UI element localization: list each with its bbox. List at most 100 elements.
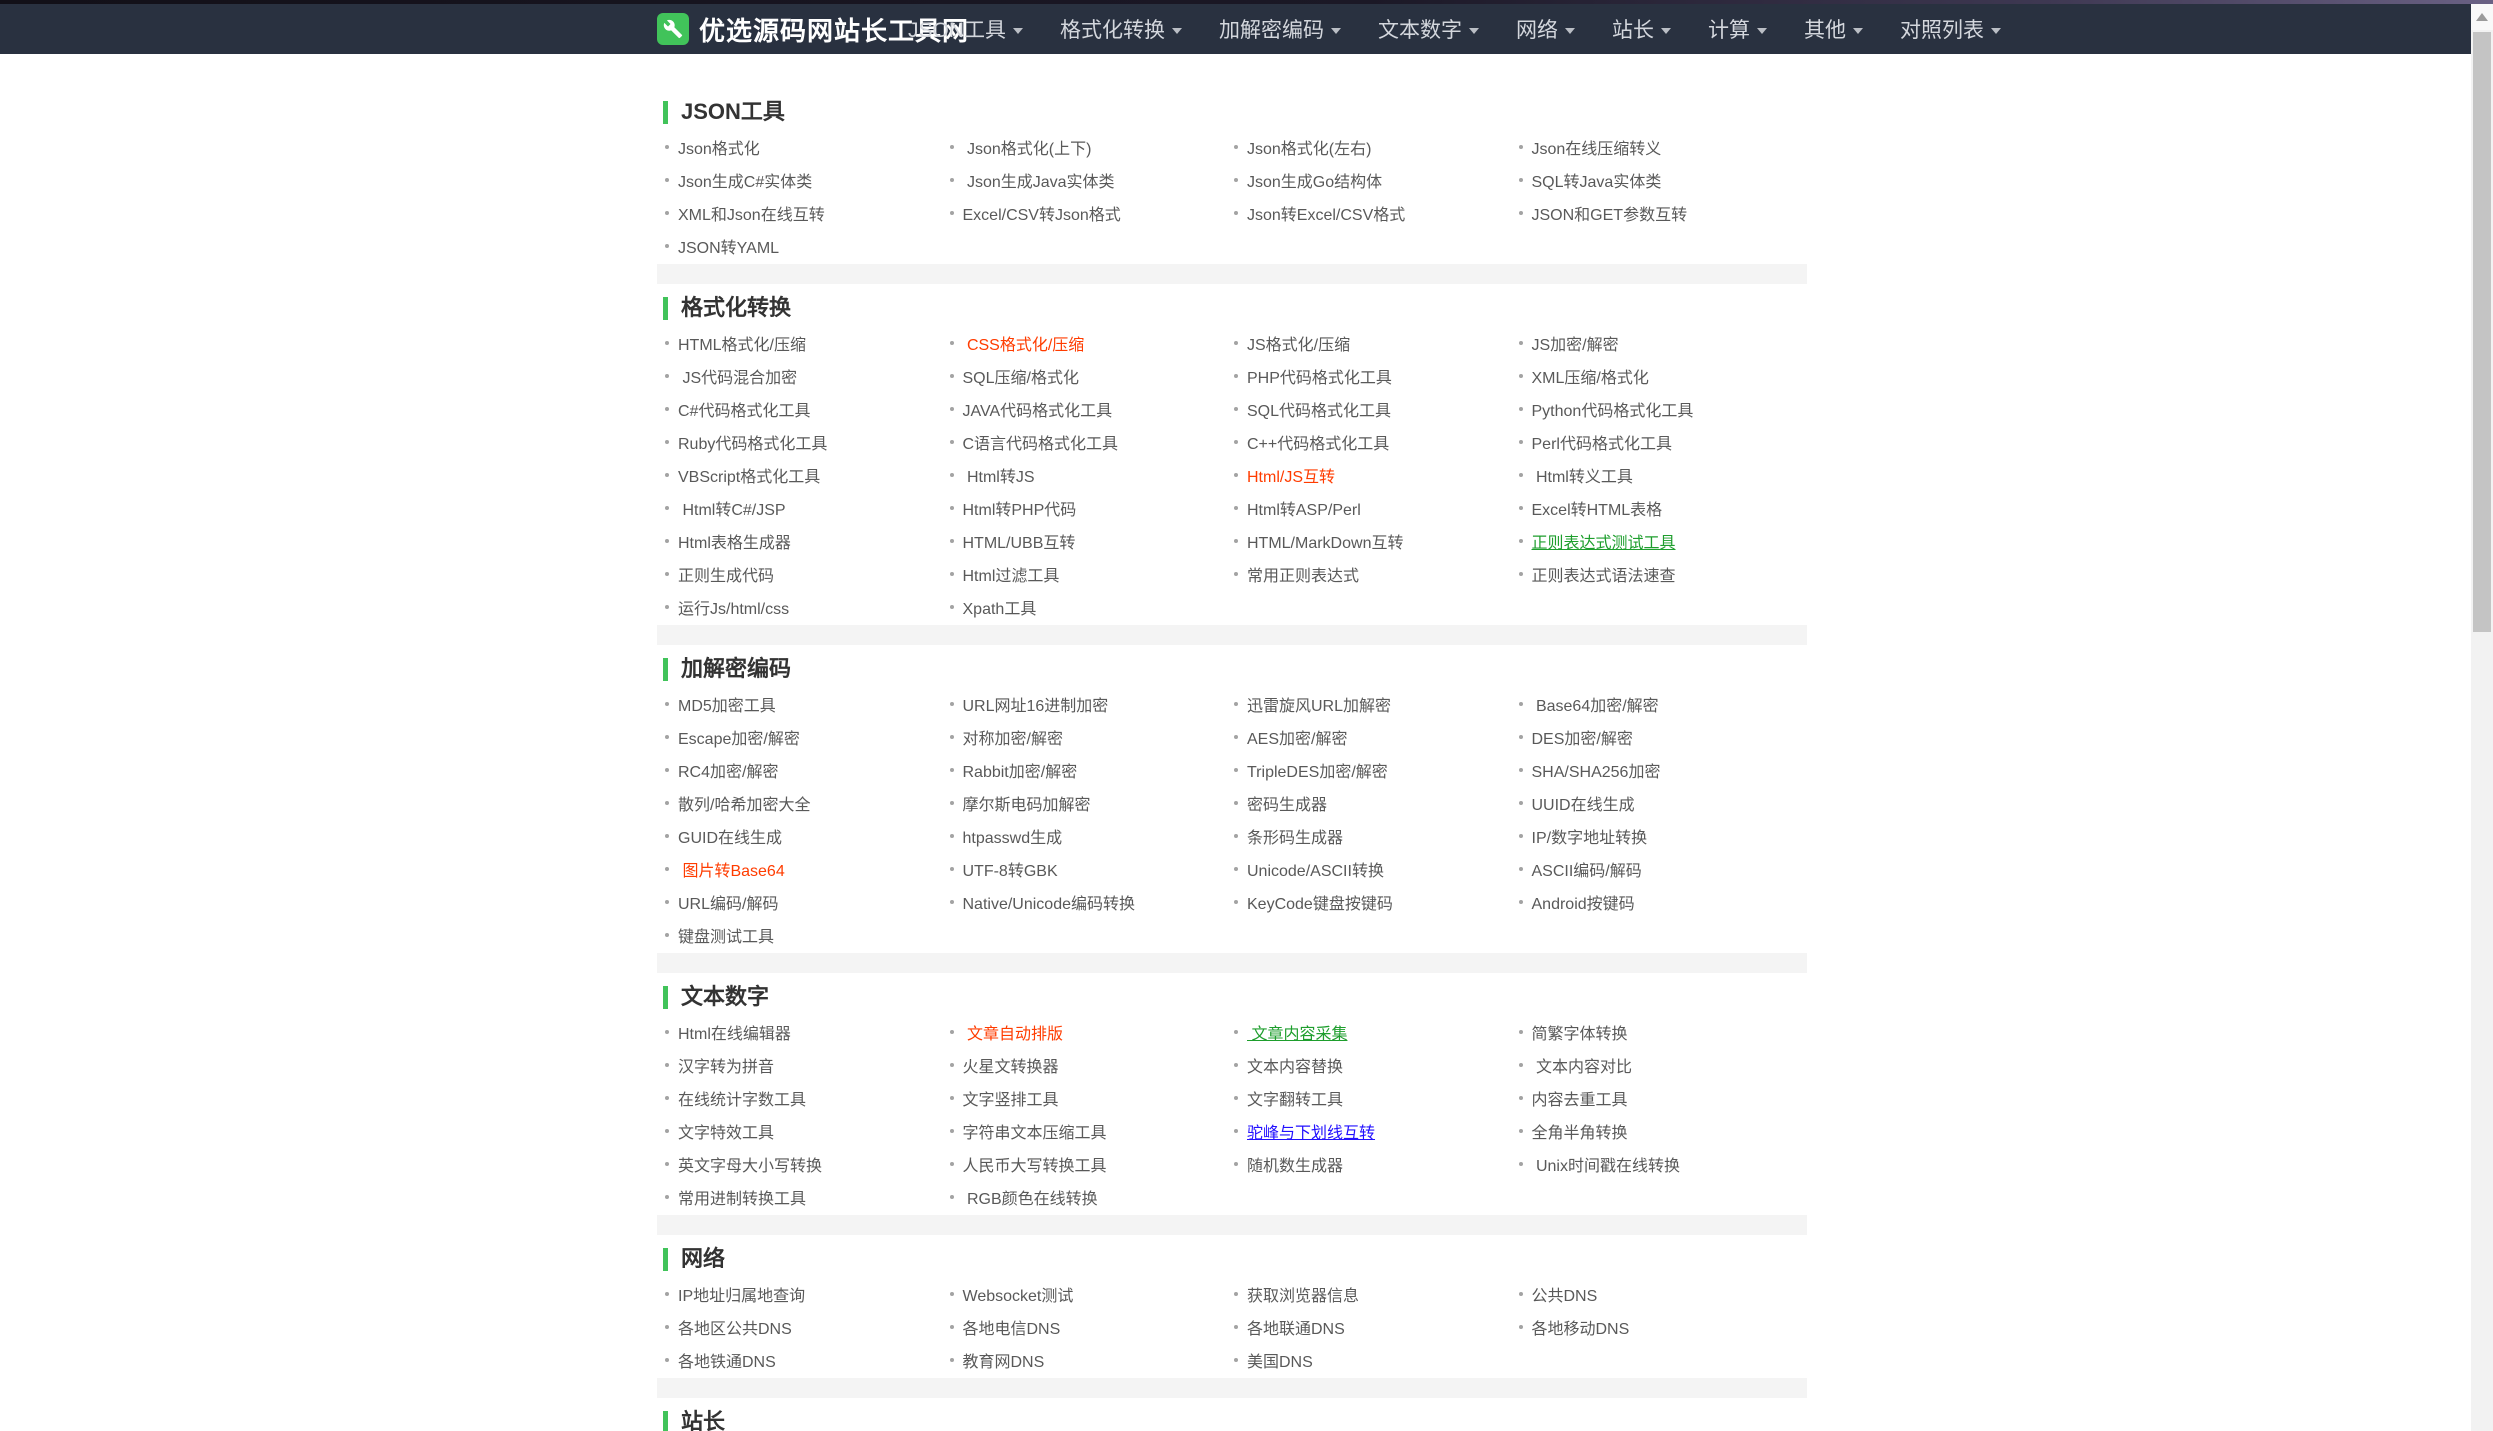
tool-link[interactable]: Html转C#/JSP	[678, 501, 786, 519]
tool-link[interactable]: PHP代码格式化工具	[1247, 369, 1392, 387]
tool-link[interactable]: Rabbit加密/解密	[962, 763, 1078, 781]
tool-link[interactable]: Excel转HTML表格	[1531, 501, 1663, 519]
tool-link[interactable]: 图片转Base64	[678, 862, 785, 880]
tool-link[interactable]: Html转PHP代码	[962, 501, 1077, 519]
tool-link[interactable]: 各地区公共DNS	[678, 1320, 792, 1338]
tool-link[interactable]: UTF-8转GBK	[962, 862, 1058, 880]
tool-link[interactable]: JAVA代码格式化工具	[962, 402, 1113, 420]
tool-link[interactable]: Html表格生成器	[678, 534, 791, 552]
nav-menu-item[interactable]: 对照列表	[1900, 14, 2002, 44]
tool-link[interactable]: 全角半角转换	[1531, 1124, 1628, 1142]
tool-link[interactable]: Ruby代码格式化工具	[678, 435, 828, 453]
tool-link[interactable]: URL编码/解码	[678, 895, 779, 913]
tool-link[interactable]: Json生成Go结构体	[1247, 173, 1383, 191]
tool-link[interactable]: 驼峰与下划线互转	[1247, 1124, 1376, 1142]
tool-link[interactable]: 简繁字体转换	[1531, 1025, 1628, 1043]
tool-link[interactable]: SQL转Java实体类	[1531, 173, 1662, 191]
tool-link[interactable]: 英文字母大小写转换	[678, 1157, 823, 1175]
tool-link[interactable]: IP/数字地址转换	[1531, 829, 1648, 847]
tool-link[interactable]: 文字翻转工具	[1247, 1091, 1344, 1109]
tool-link[interactable]: 运行Js/html/css	[678, 600, 790, 618]
tool-link[interactable]: Websocket测试	[962, 1287, 1074, 1305]
tool-link[interactable]: 获取浏览器信息	[1247, 1287, 1360, 1305]
tool-link[interactable]: C语言代码格式化工具	[962, 435, 1119, 453]
tool-link[interactable]: Html/JS互转	[1247, 468, 1336, 486]
tool-link[interactable]: Perl代码格式化工具	[1531, 435, 1672, 453]
scroll-up-button[interactable]	[2471, 4, 2493, 30]
tool-link[interactable]: Android按键码	[1531, 895, 1635, 913]
tool-link[interactable]: 在线统计字数工具	[678, 1091, 807, 1109]
tool-link[interactable]: RC4加密/解密	[678, 763, 779, 781]
tool-link[interactable]: DES加密/解密	[1531, 730, 1633, 748]
tool-link[interactable]: HTML/UBB互转	[962, 534, 1076, 552]
tool-link[interactable]: VBScript格式化工具	[678, 468, 821, 486]
tool-link[interactable]: 正则表达式语法速查	[1531, 567, 1676, 585]
tool-link[interactable]: SHA/SHA256加密	[1531, 763, 1661, 781]
nav-menu-item[interactable]: JSON工具	[908, 14, 1024, 44]
tool-link[interactable]: HTML/MarkDown互转	[1247, 534, 1404, 552]
tool-link[interactable]: Escape加密/解密	[678, 730, 800, 748]
tool-link[interactable]: 火星文转换器	[962, 1058, 1059, 1076]
nav-menu-item[interactable]: 其他	[1804, 14, 1864, 44]
tool-link[interactable]: 文章自动排版	[962, 1025, 1063, 1043]
tool-link[interactable]: 常用进制转换工具	[678, 1190, 807, 1208]
tool-link[interactable]: 汉字转为拼音	[678, 1058, 775, 1076]
nav-menu-item[interactable]: 格式化转换	[1060, 14, 1183, 44]
tool-link[interactable]: KeyCode键盘按键码	[1247, 895, 1393, 913]
tool-link[interactable]: 各地铁通DNS	[678, 1353, 776, 1371]
tool-link[interactable]: HTML格式化/压缩	[678, 336, 807, 354]
tool-link[interactable]: 文本内容替换	[1247, 1058, 1344, 1076]
tool-link[interactable]: TripleDES加密/解密	[1247, 763, 1388, 781]
tool-link[interactable]: 文字特效工具	[678, 1124, 775, 1142]
tool-link[interactable]: Unicode/ASCII转换	[1247, 862, 1384, 880]
tool-link[interactable]: Html在线编辑器	[678, 1025, 791, 1043]
tool-link[interactable]: CSS格式化/压缩	[962, 336, 1085, 354]
nav-menu-item[interactable]: 加解密编码	[1219, 14, 1342, 44]
tool-link[interactable]: Html转义工具	[1531, 468, 1633, 486]
tool-link[interactable]: AES加密/解密	[1247, 730, 1348, 748]
tool-link[interactable]: 美国DNS	[1247, 1353, 1313, 1371]
nav-menu-item[interactable]: 站长	[1612, 14, 1672, 44]
tool-link[interactable]: C#代码格式化工具	[678, 402, 811, 420]
tool-link[interactable]: 随机数生成器	[1247, 1157, 1344, 1175]
tool-link[interactable]: Json格式化	[678, 140, 760, 158]
tool-link[interactable]: 对称加密/解密	[962, 730, 1063, 748]
tool-link[interactable]: 正则生成代码	[678, 567, 775, 585]
scrollbar-thumb[interactable]	[2473, 32, 2491, 632]
tool-link[interactable]: Html转ASP/Perl	[1247, 501, 1361, 519]
tool-link[interactable]: JS代码混合加密	[678, 369, 798, 387]
tool-link[interactable]: IP地址归属地查询	[678, 1287, 806, 1305]
tool-link[interactable]: XML压缩/格式化	[1531, 369, 1649, 387]
tool-link[interactable]: htpasswd生成	[962, 829, 1063, 847]
tool-link[interactable]: GUID在线生成	[678, 829, 783, 847]
tool-link[interactable]: 文字竖排工具	[962, 1091, 1059, 1109]
tool-link[interactable]: ASCII编码/解码	[1531, 862, 1642, 880]
tool-link[interactable]: Base64加密/解密	[1531, 697, 1659, 715]
tool-link[interactable]: Excel/CSV转Json格式	[962, 206, 1121, 224]
tool-link[interactable]: Json生成C#实体类	[678, 173, 813, 191]
tool-link[interactable]: 公共DNS	[1531, 1287, 1598, 1305]
tool-link[interactable]: Xpath工具	[962, 600, 1037, 618]
tool-link[interactable]: JSON转YAML	[678, 239, 780, 257]
tool-link[interactable]: 各地移动DNS	[1531, 1320, 1630, 1338]
tool-link[interactable]: 各地电信DNS	[962, 1320, 1061, 1338]
tool-link[interactable]: SQL压缩/格式化	[962, 369, 1079, 387]
nav-menu-item[interactable]: 网络	[1516, 14, 1576, 44]
tool-link[interactable]: RGB颜色在线转换	[962, 1190, 1098, 1208]
nav-menu-item[interactable]: 文本数字	[1378, 14, 1480, 44]
tool-link[interactable]: JS格式化/压缩	[1247, 336, 1351, 354]
tool-link[interactable]: UUID在线生成	[1531, 796, 1635, 814]
tool-link[interactable]: 内容去重工具	[1531, 1091, 1628, 1109]
tool-link[interactable]: XML和Json在线互转	[678, 206, 825, 224]
tool-link[interactable]: 密码生成器	[1247, 796, 1328, 814]
tool-link[interactable]: SQL代码格式化工具	[1247, 402, 1392, 420]
tool-link[interactable]: Python代码格式化工具	[1531, 402, 1694, 420]
tool-link[interactable]: Json格式化(左右)	[1247, 140, 1372, 158]
tool-link[interactable]: JSON和GET参数互转	[1531, 206, 1688, 224]
tool-link[interactable]: MD5加密工具	[678, 697, 776, 715]
tool-link[interactable]: 文章内容采集	[1247, 1025, 1348, 1043]
tool-link[interactable]: Html过滤工具	[962, 567, 1060, 585]
tool-link[interactable]: Html转JS	[962, 468, 1035, 486]
nav-menu-item[interactable]: 计算	[1708, 14, 1768, 44]
tool-link[interactable]: Native/Unicode编码转换	[962, 895, 1136, 913]
